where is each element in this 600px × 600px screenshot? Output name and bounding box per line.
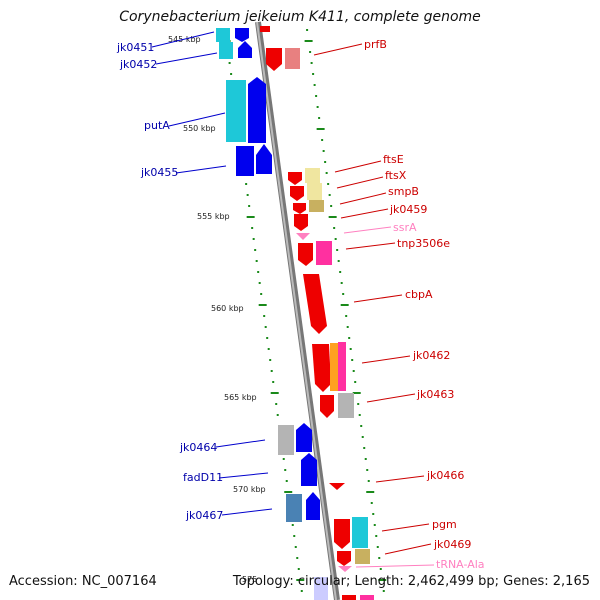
gene-label-tnp3506e[interactable]: tnp3506e	[397, 237, 450, 250]
label-leader	[313, 43, 363, 56]
gene-cog-box[interactable]	[285, 48, 300, 69]
gene-label-jk0463[interactable]: jk0463	[416, 388, 454, 401]
gene-cog-box[interactable]	[278, 425, 294, 455]
map-title: Corynebacterium jeikeium K411, complete …	[119, 9, 481, 25]
gene-label-smpb[interactable]: smpB	[388, 185, 419, 198]
gene-arrow-prfb[interactable]	[266, 48, 282, 71]
gene-arrow-ftsx[interactable]	[290, 186, 304, 201]
gene-label-ftse[interactable]: ftsE	[383, 153, 404, 166]
gene-label-ftsx[interactable]: ftsX	[385, 169, 407, 182]
gene-cog-box[interactable]	[316, 241, 332, 265]
tick-track	[222, 29, 387, 592]
ruler-label: 575	[242, 575, 257, 584]
label-leader	[221, 508, 273, 516]
gene-arrow-jk0463[interactable]	[320, 395, 334, 418]
gene-label-jk0455[interactable]: jk0455	[140, 166, 178, 179]
label-leader	[215, 439, 266, 448]
gene-cog-box[interactable]	[338, 342, 346, 391]
label-leader	[381, 523, 430, 532]
ruler-label: 565 kbp	[224, 393, 257, 402]
gene-label-fadd11[interactable]: fadD11	[183, 471, 223, 484]
gene-label-jk0464[interactable]: jk0464	[179, 441, 217, 454]
gene-arrow-jk0452[interactable]	[238, 41, 252, 58]
label-leader	[353, 294, 403, 303]
gene-arrow-jk0455a[interactable]	[236, 146, 254, 176]
label-leader	[218, 472, 269, 479]
gene-cog-box[interactable]	[286, 494, 302, 522]
gene-cog-box[interactable]	[305, 168, 320, 183]
gene-label-jk0466[interactable]: jk0466	[426, 469, 464, 482]
gene-label-jk0451[interactable]: jk0451	[116, 41, 154, 54]
gene-cog-box[interactable]	[360, 595, 374, 600]
gene-arrow-pgm[interactable]	[334, 519, 350, 549]
gene-arrow-cbpa[interactable]	[303, 274, 327, 334]
gene-label-jk0467[interactable]: jk0467	[185, 509, 223, 522]
gene-arrow-jk0469[interactable]	[337, 551, 351, 566]
gene-cog-box[interactable]	[307, 183, 322, 200]
ruler-label: 555 kbp	[197, 212, 230, 221]
backbone-highlight	[256, 21, 337, 600]
gene-cog-box[interactable]	[309, 200, 324, 212]
gene-cog-box[interactable]	[219, 42, 233, 59]
gene-arrow-jk0451[interactable]	[235, 28, 249, 42]
ruler-label: 560 kbp	[211, 304, 244, 313]
gene-label-prfb[interactable]: prfB	[364, 38, 387, 51]
gene-arrow-smpb[interactable]	[293, 203, 306, 214]
gene-arrow-ssra[interactable]	[296, 233, 310, 240]
gene-arrow-top[interactable]	[260, 26, 270, 32]
gene-cog-box[interactable]	[355, 549, 370, 564]
gene-arrow-tnp3506e[interactable]	[298, 243, 313, 266]
gene-arrow-ftse[interactable]	[288, 172, 302, 185]
label-leader	[339, 192, 387, 205]
accession-text: Accession: NC_007164	[9, 574, 157, 589]
ruler-label: 570 kbp	[233, 485, 266, 494]
gene-arrow-jk0459[interactable]	[294, 214, 308, 231]
gene-label-puta[interactable]: putA	[144, 119, 170, 132]
label-leader	[151, 31, 215, 48]
gene-arrow-fadd11[interactable]	[301, 453, 317, 486]
gene-arrow-jk0462[interactable]	[312, 344, 331, 392]
label-leader	[155, 52, 218, 65]
gene-cog-box[interactable]	[314, 577, 328, 600]
label-leader	[366, 393, 416, 403]
gene-cog-box[interactable]	[338, 393, 354, 418]
label-leader	[334, 160, 382, 173]
gene-label-pgm[interactable]: pgm	[432, 518, 457, 531]
gene-arrow-bottom[interactable]	[342, 595, 356, 600]
label-leader	[345, 242, 396, 250]
gene-cog-box[interactable]	[352, 517, 368, 548]
ruler-label: 550 kbp	[183, 124, 216, 133]
label-leader	[375, 475, 425, 483]
gene-cog-box[interactable]	[216, 28, 230, 42]
gene-cog-box[interactable]	[226, 80, 246, 142]
gene-label-jk0452[interactable]: jk0452	[119, 58, 157, 71]
gene-arrow-puta[interactable]	[248, 77, 266, 143]
label-leader	[361, 355, 411, 364]
label-leader	[340, 208, 389, 219]
gene-arrow-jk0467[interactable]	[306, 492, 320, 520]
gene-label-trna-ala[interactable]: tRNA-Ala	[436, 558, 485, 571]
gene-label-jk0469[interactable]: jk0469	[433, 538, 471, 551]
label-leader	[355, 564, 435, 568]
gene-label-jk0459[interactable]: jk0459	[389, 203, 427, 216]
gene-cog-box[interactable]	[330, 343, 338, 391]
label-leader	[336, 176, 384, 189]
gene-arrow-jk0464[interactable]	[296, 423, 312, 452]
gene-label-ssra[interactable]: ssrA	[393, 221, 417, 234]
label-leader	[175, 165, 227, 174]
topology-text: Topology: circular; Length: 2,462,499 bp…	[232, 574, 590, 589]
gene-arrow-trna-ala[interactable]	[338, 566, 352, 572]
gene-arrow-jk0455[interactable]	[256, 144, 272, 174]
label-leader	[168, 112, 226, 127]
label-leader	[384, 543, 432, 555]
label-leader	[343, 226, 392, 234]
gene-label-cbpa[interactable]: cbpA	[405, 288, 433, 301]
gene-arrow-jk0466[interactable]	[329, 483, 345, 490]
gene-label-jk0462[interactable]: jk0462	[412, 349, 450, 362]
